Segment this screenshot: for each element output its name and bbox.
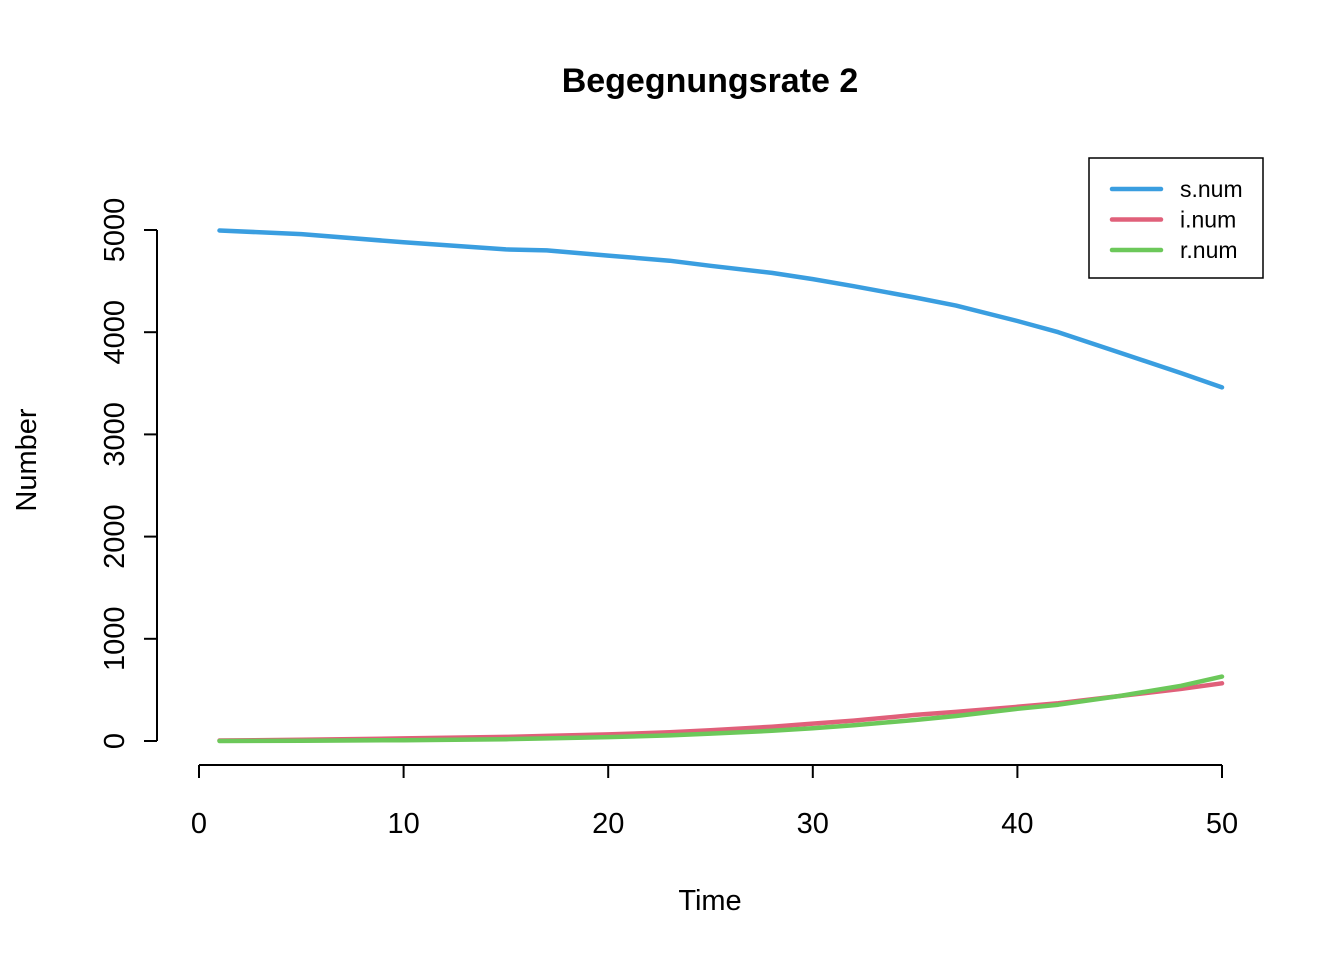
legend: s.num i.num r.num xyxy=(1088,157,1264,279)
x-tick-label: 50 xyxy=(1206,808,1238,840)
x-tick-label: 30 xyxy=(797,808,829,840)
series-line-s-num xyxy=(217,228,1225,390)
x-axis-label: Time xyxy=(678,885,741,917)
y-axis: 0 1000 2000 3000 4000 5000 xyxy=(99,198,158,749)
series-line-r-num xyxy=(217,674,1225,744)
x-tick-label: 10 xyxy=(387,808,419,840)
legend-label: r.num xyxy=(1180,237,1238,263)
y-tick-label: 2000 xyxy=(99,504,131,569)
y-tick-label: 5000 xyxy=(99,198,131,263)
plot-series xyxy=(217,228,1225,744)
y-tick-label: 4000 xyxy=(99,300,131,365)
legend-label: i.num xyxy=(1180,207,1236,233)
x-tick-label: 20 xyxy=(592,808,624,840)
y-tick-label: 3000 xyxy=(99,402,131,467)
x-tick-label: 0 xyxy=(191,808,207,840)
legend-label: s.num xyxy=(1180,176,1243,202)
y-axis-label: Number xyxy=(11,408,43,511)
y-tick-label: 0 xyxy=(99,733,131,749)
x-tick-label: 40 xyxy=(1001,808,1033,840)
y-tick-label: 1000 xyxy=(99,607,131,672)
x-axis: 0 10 20 30 40 50 xyxy=(191,764,1238,840)
chart-title: Begegnungsrate 2 xyxy=(562,62,859,100)
